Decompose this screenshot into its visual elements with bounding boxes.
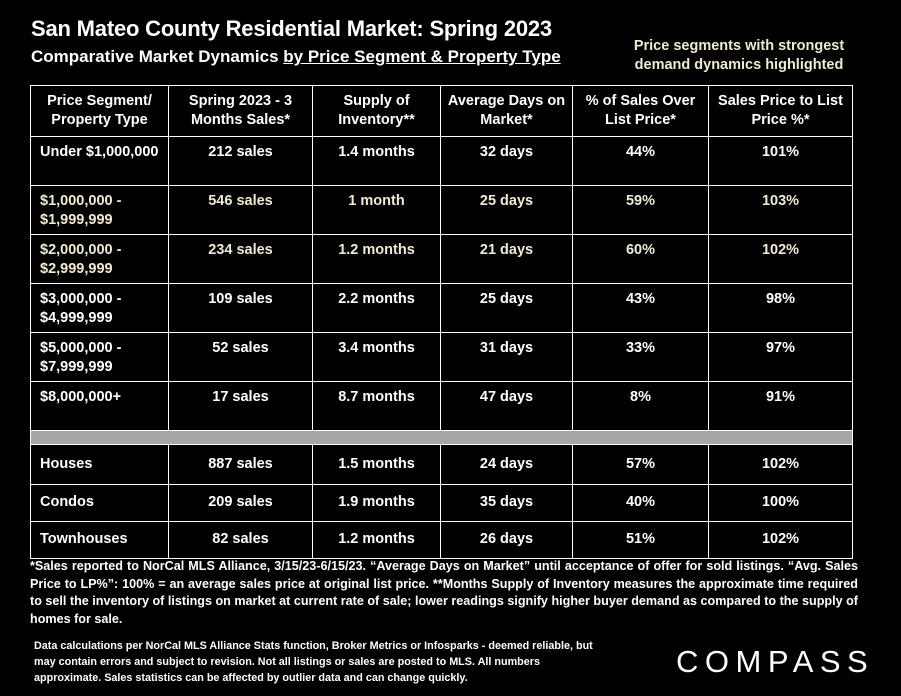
property-type-cell: Condos (30, 484, 169, 522)
sp-lp-cell: 101% (708, 136, 853, 186)
over-list-cell: 60% (572, 234, 709, 284)
dom-cell: 25 days (440, 185, 573, 235)
table-row: $3,000,000 - $4,999,999 109 sales 2.2 mo… (30, 283, 853, 333)
over-list-cell: 8% (572, 381, 709, 431)
supply-cell: 1.5 months (312, 444, 441, 485)
sales-cell: 234 sales (168, 234, 313, 284)
sp-lp-cell: 102% (708, 234, 853, 284)
footnote: *Sales reported to NorCal MLS Alliance, … (30, 559, 858, 626)
compass-logo: COMPASS (676, 644, 875, 679)
column-header: Spring 2023 - 3 Months Sales* (168, 85, 313, 137)
table-row: $1,000,000 - $1,999,999 546 sales 1 mont… (30, 185, 853, 235)
segment-cell: $8,000,000+ (30, 381, 169, 431)
dom-cell: 26 days (440, 521, 573, 559)
sales-cell: 212 sales (168, 136, 313, 186)
dom-cell: 31 days (440, 332, 573, 382)
segment-cell: $5,000,000 - $7,999,999 (30, 332, 169, 382)
over-list-cell: 57% (572, 444, 709, 485)
sp-lp-cell: 103% (708, 185, 853, 235)
column-header: Price Segment/ Property Type (30, 85, 169, 137)
segment-cell: $1,000,000 - $1,999,999 (30, 185, 169, 235)
supply-cell: 1.2 months (312, 521, 441, 559)
sales-cell: 52 sales (168, 332, 313, 382)
sales-cell: 546 sales (168, 185, 313, 235)
dom-cell: 21 days (440, 234, 573, 284)
highlight-note: Price segments with strongest demand dyn… (633, 38, 845, 73)
table-row: $5,000,000 - $7,999,999 52 sales 3.4 mon… (30, 332, 853, 382)
page-title: San Mateo County Residential Market: Spr… (31, 16, 552, 41)
sp-lp-cell: 102% (708, 444, 853, 485)
over-list-cell: 33% (572, 332, 709, 382)
sales-cell: 82 sales (168, 521, 313, 559)
table-row: Condos 209 sales 1.9 months 35 days 40% … (30, 484, 853, 522)
table-row: $8,000,000+ 17 sales 8.7 months 47 days … (30, 381, 853, 431)
dom-cell: 35 days (440, 484, 573, 522)
table-row: Townhouses 82 sales 1.2 months 26 days 5… (30, 521, 853, 559)
supply-cell: 8.7 months (312, 381, 441, 431)
property-type-cell: Houses (30, 444, 169, 485)
sales-cell: 109 sales (168, 283, 313, 333)
segment-cell: $2,000,000 - $2,999,999 (30, 234, 169, 284)
supply-cell: 1.9 months (312, 484, 441, 522)
sp-lp-cell: 98% (708, 283, 853, 333)
column-header: Average Days on Market* (440, 85, 573, 137)
page-subtitle: Comparative Market Dynamics by Price Seg… (31, 47, 561, 67)
column-header: Supply of Inventory** (312, 85, 441, 137)
table-separator-row (30, 430, 853, 445)
supply-cell: 3.4 months (312, 332, 441, 382)
property-type-cell: Townhouses (30, 521, 169, 559)
sp-lp-cell: 97% (708, 332, 853, 382)
supply-cell: 1 month (312, 185, 441, 235)
supply-cell: 1.2 months (312, 234, 441, 284)
subtitle-underlined: by Price Segment & Property Type (283, 47, 561, 66)
market-table: Price Segment/ Property Type Spring 2023… (30, 85, 853, 559)
table-header-row: Price Segment/ Property Type Spring 2023… (30, 85, 853, 137)
disclaimer: Data calculations per NorCal MLS Allianc… (34, 640, 593, 684)
table-row: Houses 887 sales 1.5 months 24 days 57% … (30, 444, 853, 485)
sales-cell: 17 sales (168, 381, 313, 431)
column-header: Sales Price to List Price %* (708, 85, 853, 137)
table-row: $2,000,000 - $2,999,999 234 sales 1.2 mo… (30, 234, 853, 284)
table-row: Under $1,000,000 212 sales 1.4 months 32… (30, 136, 853, 186)
sales-cell: 887 sales (168, 444, 313, 485)
over-list-cell: 59% (572, 185, 709, 235)
segment-cell: Under $1,000,000 (30, 136, 169, 186)
segment-cell: $3,000,000 - $4,999,999 (30, 283, 169, 333)
sp-lp-cell: 100% (708, 484, 853, 522)
dom-cell: 47 days (440, 381, 573, 431)
sp-lp-cell: 91% (708, 381, 853, 431)
supply-cell: 2.2 months (312, 283, 441, 333)
column-header: % of Sales Over List Price* (572, 85, 709, 137)
over-list-cell: 51% (572, 521, 709, 559)
over-list-cell: 43% (572, 283, 709, 333)
sales-cell: 209 sales (168, 484, 313, 522)
over-list-cell: 40% (572, 484, 709, 522)
over-list-cell: 44% (572, 136, 709, 186)
sp-lp-cell: 102% (708, 521, 853, 559)
separator-bar (30, 430, 853, 445)
dom-cell: 24 days (440, 444, 573, 485)
dom-cell: 32 days (440, 136, 573, 186)
dom-cell: 25 days (440, 283, 573, 333)
supply-cell: 1.4 months (312, 136, 441, 186)
subtitle-plain: Comparative Market Dynamics (31, 47, 284, 66)
